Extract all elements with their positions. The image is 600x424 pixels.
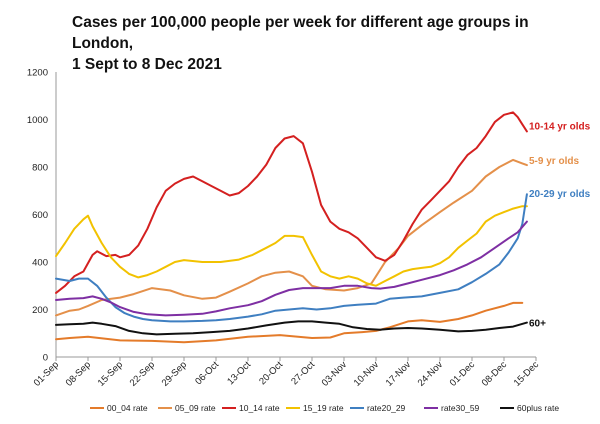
end-label: 5-9 yr olds [529, 156, 579, 167]
y-tick-label: 400 [32, 258, 48, 269]
x-tick-label: 20-Oct [257, 359, 285, 387]
x-tick-label: 22-Sep [128, 359, 157, 388]
end-label: 20-29 yr olds [529, 189, 591, 200]
x-tick-label: 15-Dec [512, 359, 542, 389]
legend-label: 15_19 rate [303, 403, 344, 413]
x-tick-label: 10-Nov [352, 359, 382, 389]
end-label: 10-14 yr olds [529, 121, 591, 132]
x-tick-label: 06-Oct [193, 359, 221, 387]
y-tick-label: 600 [32, 210, 48, 221]
series-line-rate30-59 [55, 220, 528, 317]
end-label: 60+ [529, 319, 546, 330]
series-line-05-09-rate [55, 158, 528, 317]
series-line-60plus-rate [55, 320, 528, 336]
legend-label: 05_09 rate [175, 403, 216, 413]
x-tick-label: 29-Sep [160, 359, 189, 388]
x-tick-label: 08-Sep [64, 359, 93, 388]
x-tick-label: 17-Nov [384, 359, 414, 389]
legend-label: 10_14 rate [239, 403, 280, 413]
chart-title-line-2: 1 Sept to 8 Dec 2021 [72, 56, 222, 73]
chart-title: Cases per 100,000 people per week for di… [72, 12, 572, 75]
y-tick-label: 1000 [27, 115, 48, 126]
legend-label: rate30_59 [441, 403, 480, 413]
legend-label: 00_04 rate [107, 403, 148, 413]
x-tick-label: 13-Oct [225, 359, 253, 387]
series-line-10-14-rate [55, 111, 528, 294]
legend-label: 60plus rate [517, 403, 559, 413]
legend-label: rate20_29 [367, 403, 406, 413]
series-line-00-04-rate [55, 301, 524, 344]
x-tick-label: 03-Nov [320, 359, 350, 389]
x-tick-label: 15-Sep [96, 359, 125, 388]
y-tick-label: 0 [43, 353, 48, 364]
x-tick-label: 27-Oct [289, 359, 317, 387]
x-tick-label: 01-Sep [32, 359, 61, 388]
y-tick-label: 200 [32, 305, 48, 316]
x-tick-label: 24-Nov [416, 359, 446, 389]
x-tick-label: 01-Dec [448, 359, 478, 389]
series-line-15-19-rate [55, 205, 528, 287]
series-line-rate20-29 [55, 193, 528, 323]
x-tick-label: 08-Dec [480, 359, 510, 389]
y-tick-label: 1200 [27, 68, 48, 79]
chart-title-line-1: Cases per 100,000 people per week for di… [72, 14, 529, 52]
y-tick-label: 800 [32, 163, 48, 174]
